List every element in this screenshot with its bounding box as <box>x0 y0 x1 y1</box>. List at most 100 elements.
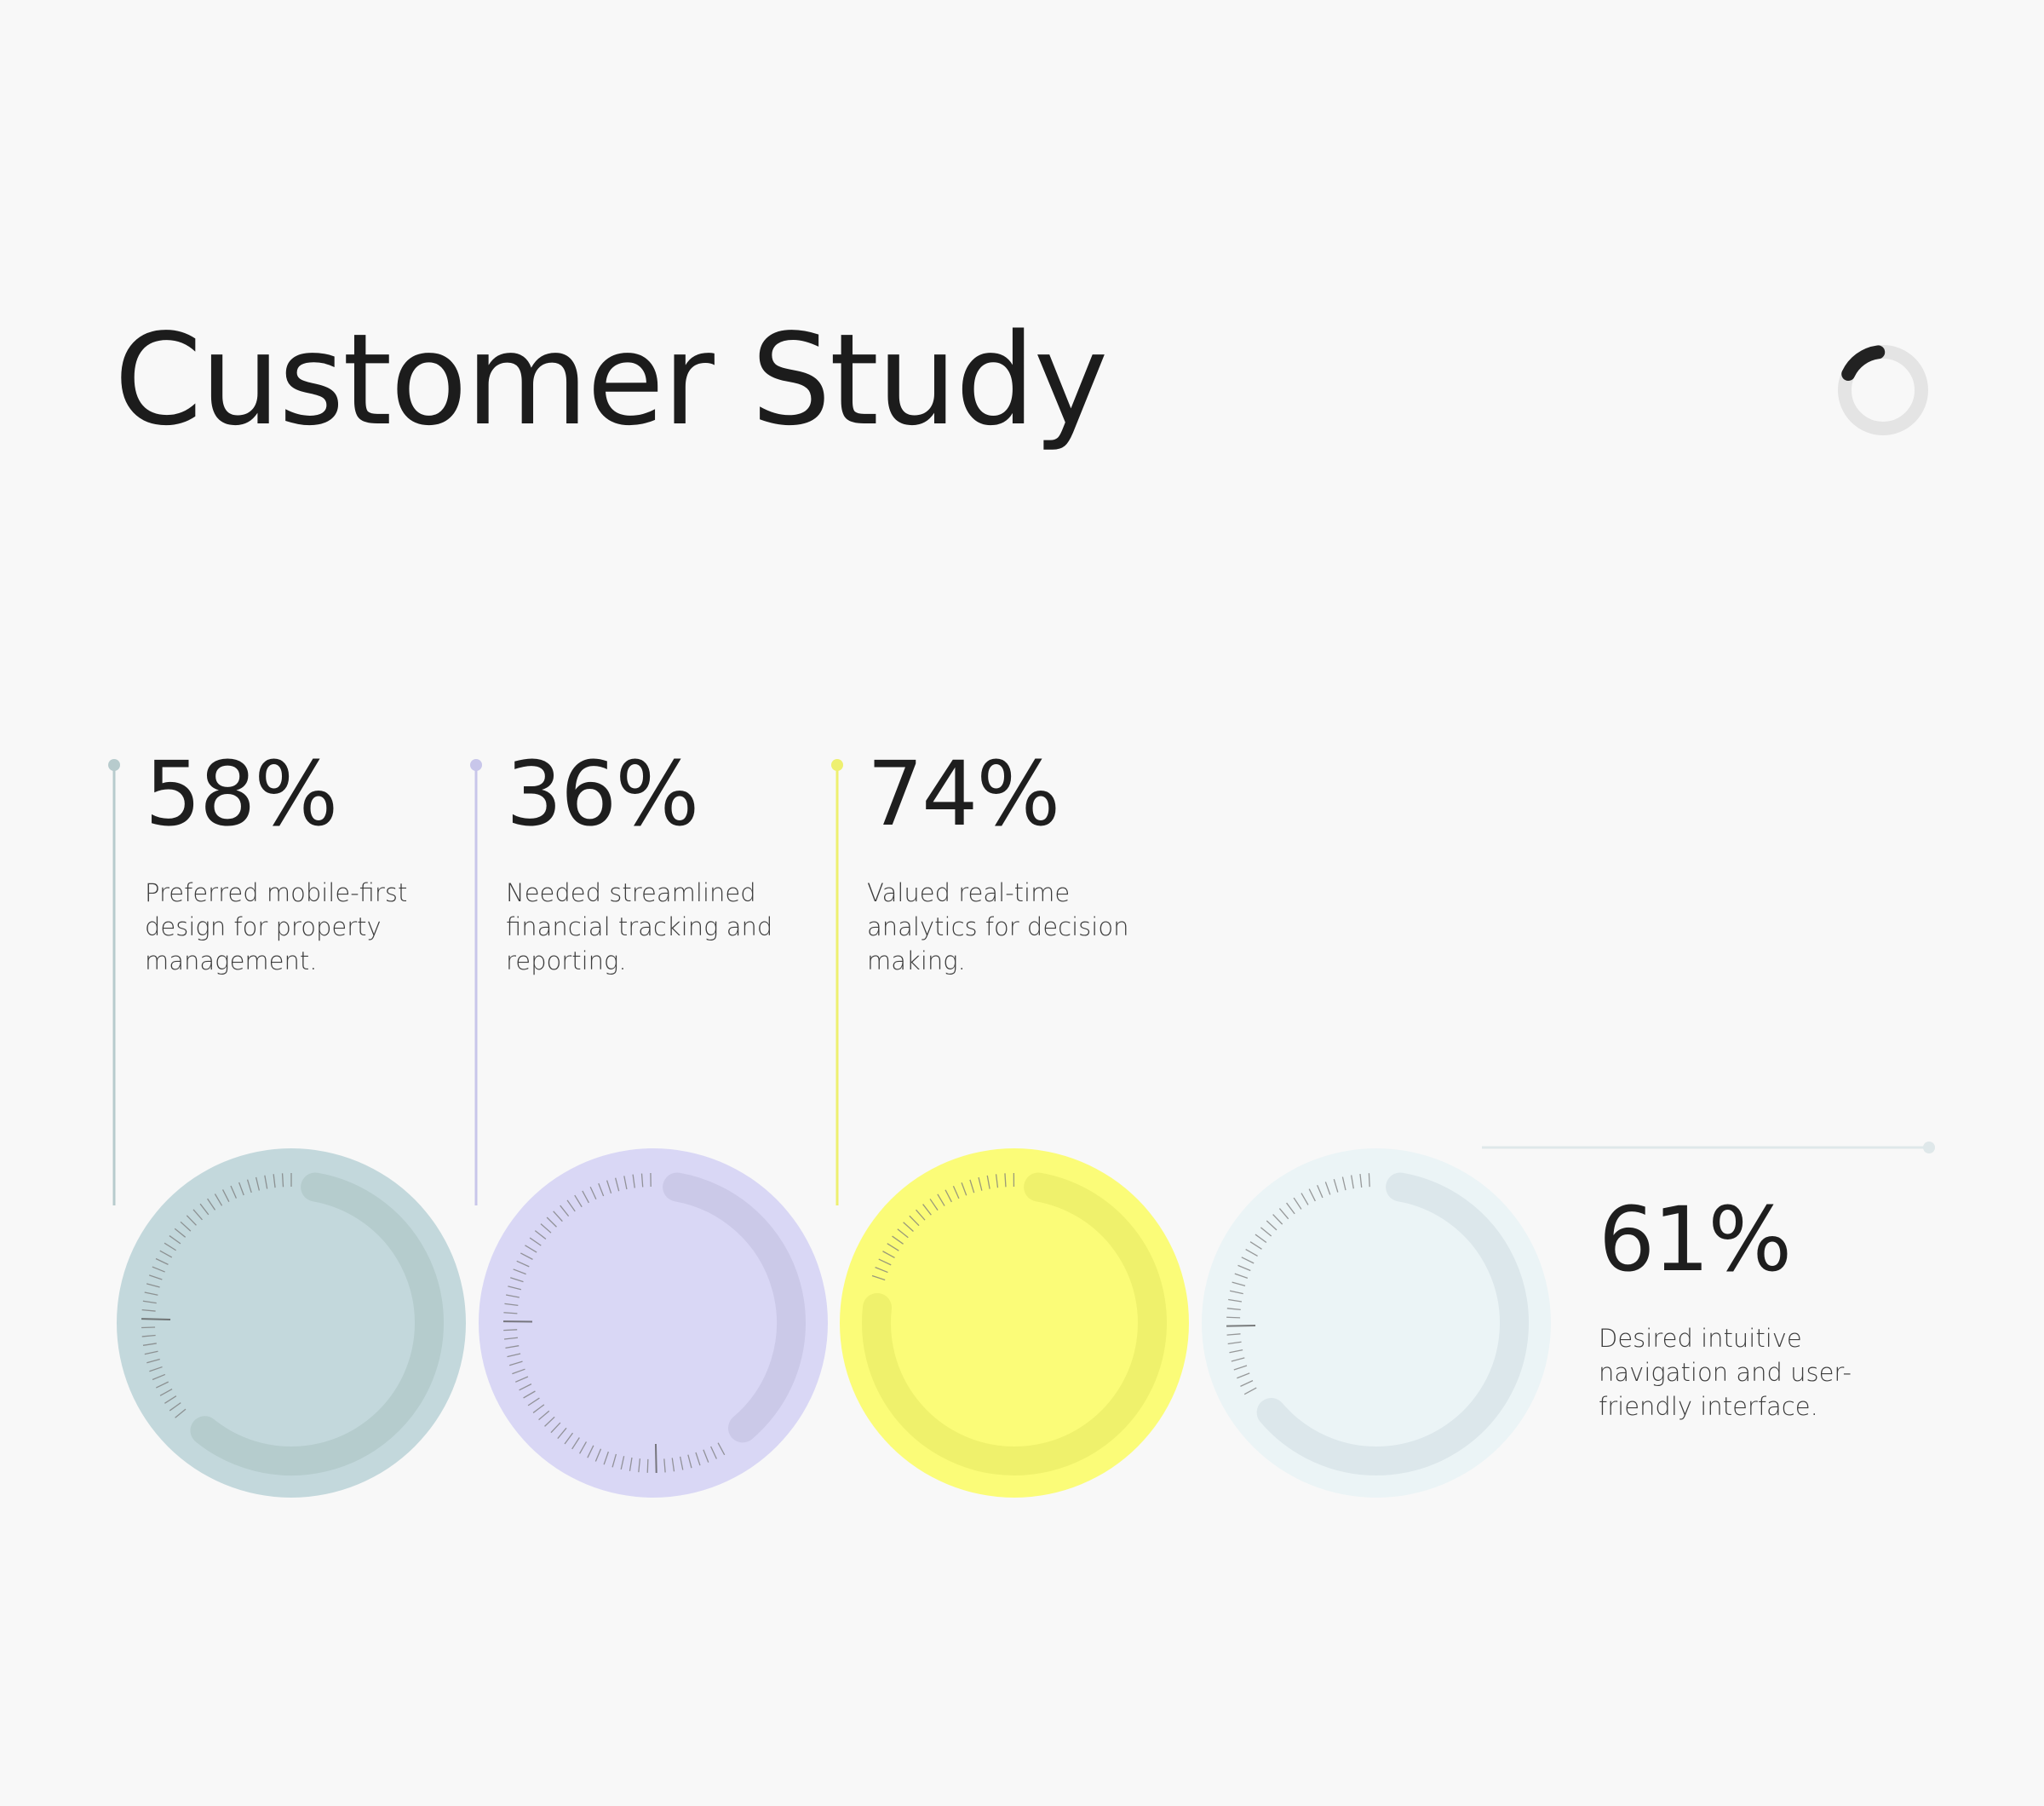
gauge-tick <box>513 1268 526 1275</box>
gauge-value-arc <box>862 1172 1167 1475</box>
gauge-tick <box>281 1173 284 1188</box>
page-title: Customer Study <box>114 307 1108 453</box>
gauge-tick <box>1228 1298 1243 1303</box>
gauge-tick <box>611 1453 617 1468</box>
spinner-arc <box>1841 345 1886 381</box>
gauge-tick <box>1229 1349 1243 1354</box>
gauge-tick <box>503 1337 519 1340</box>
gauge-tick <box>264 1175 268 1189</box>
gauge-tick <box>164 1242 176 1251</box>
gauge-tick <box>663 1458 666 1473</box>
gauge-tick <box>594 1448 602 1462</box>
gauge-tick <box>146 1358 160 1364</box>
gauge-value-arc <box>190 1172 444 1475</box>
gauge-tick <box>1272 1214 1283 1225</box>
gauge-tick <box>510 1277 524 1283</box>
gauge <box>831 759 1189 1498</box>
gauge-tick <box>1227 1341 1242 1345</box>
gauge-tick <box>1226 1333 1241 1336</box>
gauge-tick <box>155 1381 169 1389</box>
stat-financial-tracking: 36% Needed streamlined financial trackin… <box>506 750 795 978</box>
gauge-tick <box>519 1383 532 1391</box>
gauge-tick <box>1359 1173 1363 1188</box>
stat-value: 36% <box>506 742 699 846</box>
gauge-tick <box>882 1251 895 1258</box>
gauge-tick <box>504 1303 519 1307</box>
gauge-tick <box>571 1437 580 1450</box>
gauge-tick <box>878 1258 892 1266</box>
gauge <box>108 759 466 1498</box>
gauge-tick <box>892 1235 904 1245</box>
gauge-tick <box>922 1204 932 1216</box>
gauge-tick <box>646 1458 649 1473</box>
gauge-tick <box>148 1274 163 1280</box>
gauge-tick <box>944 1189 952 1203</box>
gauge-disc <box>1202 1148 1551 1498</box>
gauge-tick <box>1308 1188 1316 1202</box>
gauge-tick <box>505 1345 520 1349</box>
gauge-tick <box>169 1235 181 1245</box>
stat-value: 74% <box>867 742 1060 846</box>
gauge-tick <box>538 1410 550 1421</box>
gauge-tick <box>916 1209 926 1221</box>
gauge-tick <box>582 1190 589 1204</box>
gauge-tick <box>952 1185 960 1199</box>
gauge-tick <box>174 1228 187 1238</box>
gauge-tick <box>995 1174 999 1188</box>
gauge-tick <box>1004 1173 1007 1188</box>
gauge-tick <box>671 1458 675 1472</box>
gauge-tick <box>141 1318 171 1321</box>
connector-dot <box>831 759 843 771</box>
gauge-tick <box>516 1260 530 1268</box>
gauge-tick <box>560 1205 570 1217</box>
gauge-tick <box>986 1175 990 1189</box>
gauge-tick <box>159 1250 173 1258</box>
gauge <box>1202 1142 1935 1498</box>
gauge-tick <box>1241 1257 1255 1264</box>
gauge-tick <box>1249 1241 1262 1250</box>
gauge-tick <box>214 1193 223 1206</box>
gauge-tick <box>544 1416 555 1427</box>
gauge-tick <box>152 1266 165 1273</box>
gauge-tick <box>703 1449 709 1463</box>
gauge-tick <box>505 1294 520 1298</box>
gauge-tick <box>164 1395 177 1404</box>
gauge-tick <box>175 1408 187 1418</box>
gauge-tick <box>1278 1208 1289 1220</box>
gauge-tick <box>1226 1316 1241 1319</box>
gauge-tick <box>540 1223 552 1234</box>
gauge-tick <box>579 1441 588 1454</box>
gauge-tick <box>969 1179 975 1193</box>
gauge-tick <box>871 1274 886 1281</box>
connector-dot <box>108 759 120 771</box>
gauge-tick <box>929 1199 939 1211</box>
gauge-tick <box>1229 1290 1243 1295</box>
loading-spinner-icon <box>1838 345 1928 435</box>
gauge-tick <box>1286 1202 1295 1215</box>
gauge-tick <box>1233 1365 1248 1371</box>
gauge-tick <box>512 1368 525 1375</box>
gauge-disc <box>479 1148 828 1498</box>
gauge-tick <box>632 1174 635 1188</box>
gauge-disc <box>117 1148 466 1498</box>
stat-intuitive-navigation: 61% Desired intuitive navigation and use… <box>1599 1195 1871 1424</box>
gauge-tick <box>978 1176 983 1191</box>
gauge-tick <box>152 1373 166 1381</box>
gauge-tick <box>246 1179 252 1193</box>
gauge <box>470 759 828 1498</box>
gauge-tick <box>507 1353 521 1358</box>
gauge-tick <box>503 1312 518 1314</box>
gauge-tick <box>144 1291 158 1296</box>
gauge-tick <box>1245 1249 1258 1257</box>
stat-description: Valued real-time analytics for decision … <box>867 878 1129 975</box>
stat-value: 61% <box>1599 1188 1792 1291</box>
gauge-tick <box>574 1194 583 1208</box>
gauge-tick <box>710 1446 717 1459</box>
gauge-disc <box>840 1148 1189 1498</box>
gauge-tick <box>141 1309 156 1312</box>
gauge-tick <box>180 1221 192 1232</box>
gauge-tick <box>534 1230 547 1240</box>
gauge-tick <box>230 1185 238 1199</box>
gauge-tick <box>1260 1227 1272 1237</box>
